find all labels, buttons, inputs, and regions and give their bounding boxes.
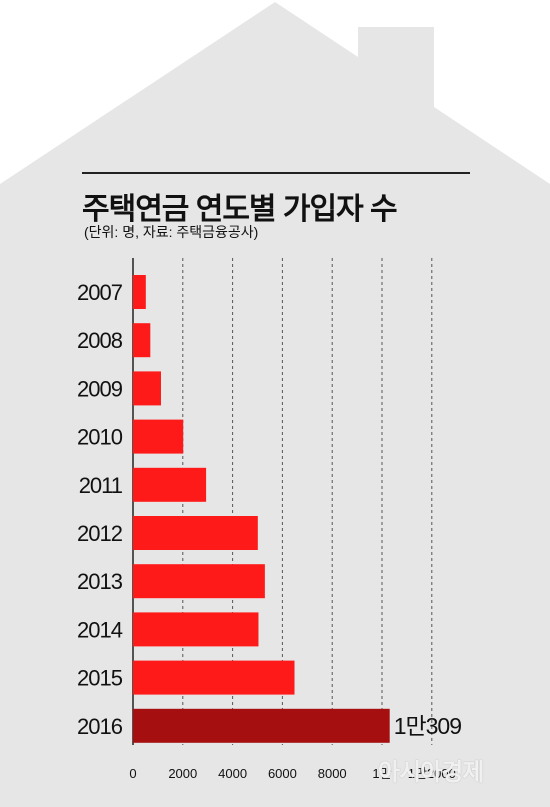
bar [133, 275, 146, 309]
bar [133, 516, 258, 550]
watermark-logo: 아시아경제 [378, 759, 484, 786]
x-tick-label: 0 [129, 766, 136, 781]
category-label: 2008 [77, 328, 123, 353]
data-label: 1만309 [394, 713, 462, 739]
bar [133, 371, 161, 406]
x-tick-label: 1만 [372, 766, 391, 781]
title-rule [82, 172, 470, 174]
category-label: 2016 [77, 714, 123, 739]
chart-title: 주택연금 연도별 가입자 수 [82, 193, 398, 226]
bar [133, 660, 295, 695]
bar [133, 612, 259, 647]
x-tick-label: 8000 [318, 766, 347, 781]
chart-subtitle: (단위: 명, 자료: 주택금융공사) [84, 224, 259, 240]
category-label: 2012 [77, 521, 123, 546]
x-tick-label: 4000 [218, 766, 247, 781]
category-label: 2015 [77, 666, 123, 691]
bar [133, 708, 390, 743]
category-label: 2009 [77, 376, 123, 401]
x-tick-label: 2000 [168, 766, 197, 781]
x-tick-label: 1만2000 [408, 766, 456, 781]
bar [133, 467, 207, 502]
bar [133, 323, 151, 358]
category-label: 2011 [79, 473, 123, 498]
category-label: 2013 [77, 569, 123, 594]
x-tick-label: 6000 [268, 766, 297, 781]
bar [133, 419, 184, 454]
bar [133, 564, 265, 599]
category-label: 2010 [77, 425, 123, 450]
category-label: 2007 [77, 280, 123, 305]
category-label: 2014 [77, 617, 123, 642]
